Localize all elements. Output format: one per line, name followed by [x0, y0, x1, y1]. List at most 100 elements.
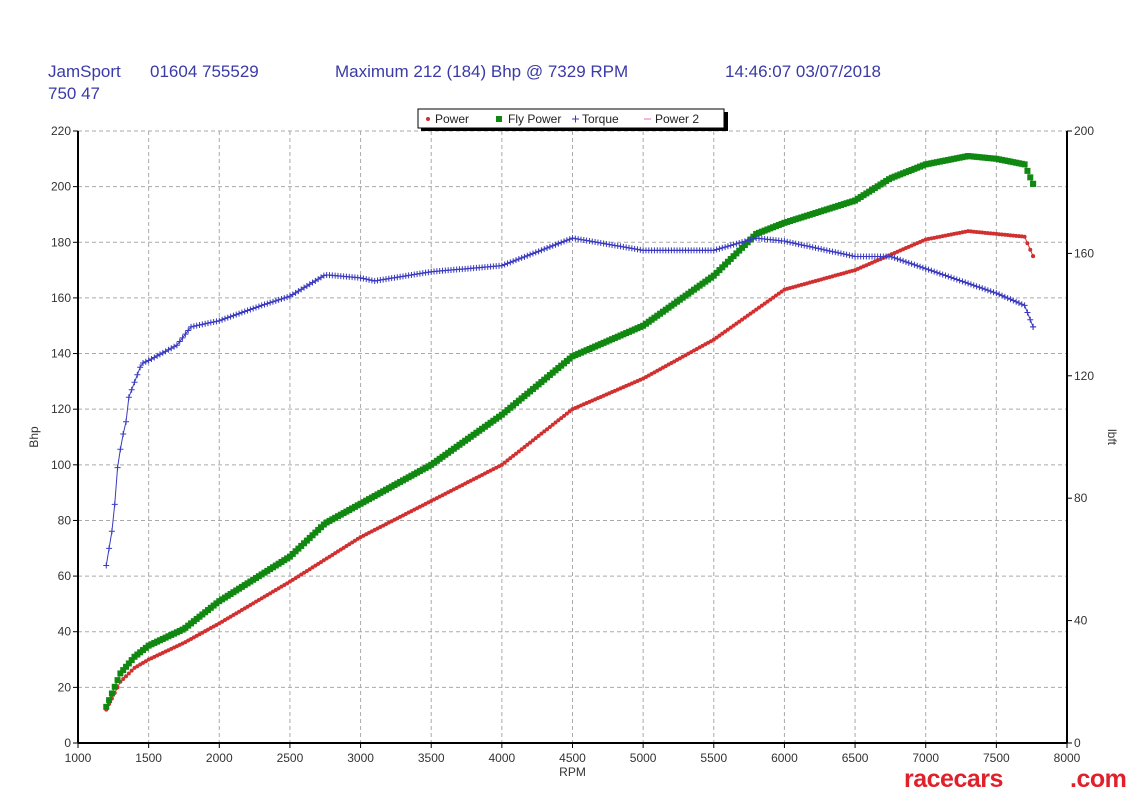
- torque-marker: [524, 252, 531, 259]
- fly-power-marker: [117, 670, 124, 677]
- power-marker: [550, 422, 555, 427]
- y-tick-label: 180: [51, 235, 71, 249]
- torque-marker: [925, 266, 932, 273]
- power-marker: [121, 677, 126, 682]
- x-tick-label: 7500: [983, 751, 1010, 765]
- torque-marker: [128, 386, 135, 393]
- power-marker: [533, 436, 538, 441]
- torque-marker: [716, 245, 723, 252]
- x-axis-label: RPM: [559, 765, 586, 779]
- header-phone-cont: 750 47: [48, 84, 100, 103]
- torque-marker: [747, 236, 754, 243]
- torque-marker: [750, 235, 757, 242]
- power-marker: [731, 323, 736, 328]
- power-marker: [754, 307, 759, 312]
- torque-marker: [139, 359, 146, 366]
- power-marker: [564, 411, 569, 416]
- torque-marker: [829, 248, 836, 255]
- power-marker: [124, 674, 129, 679]
- torque-marker: [993, 290, 1000, 297]
- torque-marker: [888, 253, 895, 260]
- torque-marker: [840, 251, 847, 258]
- torque-marker: [117, 446, 124, 453]
- legend-fly-power-icon: [496, 116, 502, 122]
- torque-marker: [928, 267, 935, 274]
- torque-marker: [258, 302, 265, 309]
- torque-marker: [843, 251, 850, 258]
- fly-power-marker: [1021, 161, 1028, 168]
- torque-marker: [253, 304, 260, 311]
- torque-marker: [518, 254, 525, 261]
- power-marker: [530, 438, 535, 443]
- power-marker: [499, 462, 504, 467]
- torque-marker: [812, 244, 819, 251]
- torque-marker: [216, 317, 223, 324]
- power-marker: [559, 416, 564, 421]
- torque-marker: [233, 311, 240, 318]
- torque-marker: [131, 379, 138, 386]
- torque-marker: [156, 351, 163, 358]
- torque-marker: [255, 303, 262, 310]
- torque-marker: [956, 277, 963, 284]
- fly-power-marker: [1024, 167, 1031, 174]
- torque-marker: [931, 268, 938, 275]
- torque-marker: [826, 247, 833, 254]
- torque-marker: [504, 260, 511, 267]
- torque-marker: [835, 249, 842, 256]
- torque-marker: [936, 270, 943, 277]
- power-marker: [562, 413, 567, 418]
- torque-marker: [261, 301, 268, 308]
- torque-marker: [902, 258, 909, 265]
- y-tick-label: 80: [58, 513, 72, 527]
- fly-power-marker: [1030, 180, 1037, 187]
- torque-marker: [741, 238, 748, 245]
- torque-marker: [818, 246, 825, 253]
- torque-marker: [953, 276, 960, 283]
- power-marker: [779, 289, 784, 294]
- x-tick-label: 3500: [418, 751, 445, 765]
- torque-marker: [224, 314, 231, 321]
- power-marker: [759, 303, 764, 308]
- torque-marker: [204, 320, 211, 327]
- legend-box: [417, 108, 725, 129]
- power-marker: [505, 458, 510, 463]
- torque-marker: [108, 528, 115, 535]
- y-tick-label: 0: [64, 736, 71, 750]
- y-tick-label: 140: [51, 347, 71, 361]
- torque-marker: [541, 246, 548, 253]
- power-marker: [553, 420, 558, 425]
- torque-marker: [207, 319, 214, 326]
- torque-marker: [905, 259, 912, 266]
- torque-marker: [1030, 323, 1037, 330]
- torque-marker: [563, 237, 570, 244]
- torque-marker: [727, 242, 734, 249]
- legend-power-icon: [426, 117, 430, 121]
- torque-marker: [507, 259, 514, 266]
- torque-marker: [238, 309, 245, 316]
- torque-marker: [241, 308, 248, 315]
- torque-marker: [193, 322, 200, 329]
- torque-marker: [1018, 301, 1025, 308]
- torque-marker: [959, 278, 966, 285]
- x-tick-label: 6500: [842, 751, 869, 765]
- power-marker: [126, 671, 131, 676]
- x-tick-label: 1000: [65, 751, 92, 765]
- power-marker: [748, 311, 753, 316]
- torque-marker: [190, 323, 197, 330]
- torque-marker: [823, 247, 830, 254]
- torque-marker: [894, 255, 901, 262]
- y2-tick-label: 200: [1074, 124, 1094, 138]
- x-tick-label: 2000: [206, 751, 233, 765]
- torque-marker: [535, 248, 542, 255]
- torque-marker: [284, 294, 291, 301]
- torque-marker: [532, 249, 539, 256]
- torque-marker: [272, 297, 279, 304]
- y-tick-label: 160: [51, 291, 71, 305]
- torque-marker: [165, 346, 172, 353]
- fly-power-marker: [128, 657, 135, 664]
- torque-marker: [973, 283, 980, 290]
- torque-marker: [744, 237, 751, 244]
- torque-marker: [106, 545, 113, 552]
- series-line-power: [105, 230, 1034, 710]
- power-marker: [751, 309, 756, 314]
